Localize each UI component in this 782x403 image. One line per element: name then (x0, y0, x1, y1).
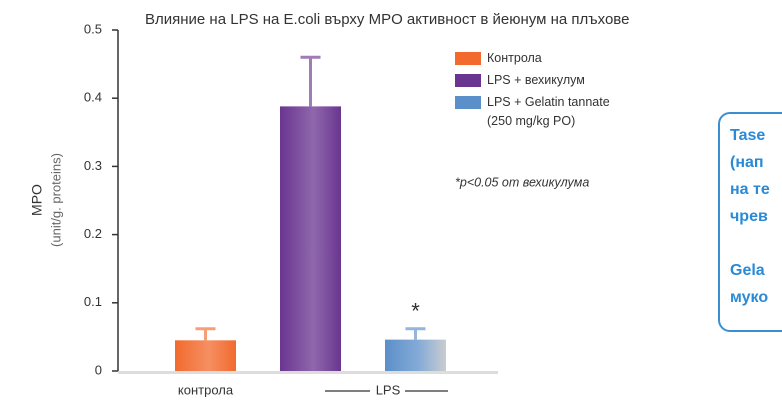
box-line: муко (730, 289, 769, 306)
y-axis-label: MPO (29, 184, 45, 216)
box-line: Gela (730, 262, 765, 279)
legend-swatch (455, 52, 481, 65)
y-tick-label: 0.2 (84, 226, 102, 241)
bar (385, 339, 446, 371)
x-label: контрола (178, 382, 234, 397)
legend-entry: LPS + вехикулум (455, 71, 645, 90)
box-line: Tase (730, 127, 766, 144)
y-tick-label: 0.1 (84, 294, 102, 309)
y-tick-label: 0 (95, 362, 102, 377)
legend-swatch (455, 74, 481, 87)
y-tick-label: 0.3 (84, 158, 102, 173)
box-line: чрев (730, 208, 768, 225)
box-line: на те (730, 181, 770, 198)
y-axis-unit: (unit/g. proteins) (48, 153, 63, 247)
floor (118, 371, 498, 374)
y-tick-label: 0.4 (84, 90, 102, 105)
bar (280, 106, 341, 371)
bar (175, 340, 236, 371)
legend-label: Контрола (487, 51, 542, 65)
annotation: *p<0.05 от вехикулума (455, 175, 589, 189)
significance-marker: * (411, 299, 420, 324)
box-line: (нап (730, 154, 764, 171)
legend-label: LPS + Gelatin tannate (250 mg/kg PO) (487, 95, 610, 128)
legend-entry: Контрола (455, 49, 645, 68)
legend-swatch (455, 96, 481, 109)
chart-title: Влияние на LPS на E.coli върху MPO актив… (145, 11, 629, 28)
legend-entry: LPS + Gelatin tannate (250 mg/kg PO) (455, 93, 645, 131)
side-box: Tase (нап на те чрев Gela муко (718, 112, 782, 332)
y-tick-label: 0.5 (84, 21, 102, 36)
legend-label: LPS + вехикулум (487, 73, 585, 87)
x-label: LPS (376, 382, 401, 397)
